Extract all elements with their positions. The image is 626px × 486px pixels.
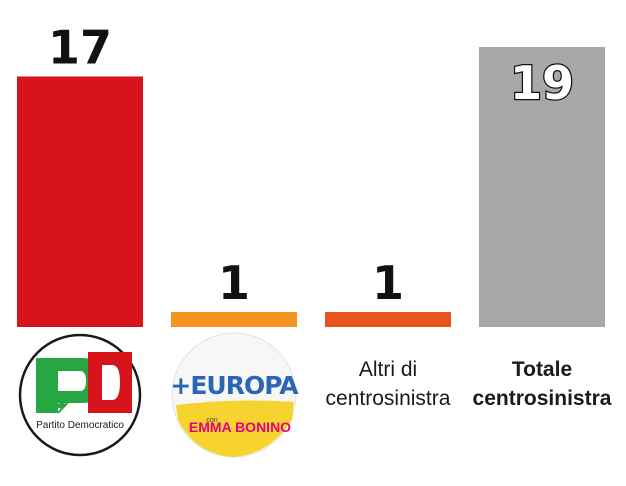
pd-logo-caption: Partito Democratico: [36, 420, 124, 431]
label-totale-line1: Totale: [512, 358, 572, 381]
bar-altri-di-centrosinistra: [325, 312, 451, 327]
europa-logo: +EUROPA con EMMA BONINO: [170, 332, 300, 458]
value-label-totale-centrosinistra: 19: [510, 56, 574, 110]
value-labels-group: 17 1 1 19: [48, 20, 575, 310]
value-label-europa: 1: [218, 256, 250, 310]
europa-wordmark: +EUROPA: [170, 371, 299, 400]
bar-europa: [171, 312, 297, 327]
europa-leader: EMMA BONINO: [189, 419, 291, 435]
value-label-altri-di-centrosinistra: 1: [372, 256, 404, 310]
europa-tagline: con: [206, 417, 217, 424]
bar-partito-democratico: [17, 76, 143, 327]
bars-group: [17, 47, 605, 327]
bar-totale-centrosinistra: [479, 47, 605, 327]
category-labels: Partito Democratico +EUROPA con EMMA BON…: [18, 332, 612, 458]
pd-logo: Partito Democratico: [18, 333, 142, 457]
label-altri-line2: centrosinistra: [326, 387, 451, 410]
label-totale-line2: centrosinistra: [473, 387, 612, 410]
label-altri-line1: Altri di: [359, 358, 417, 381]
value-label-partito-democratico: 17: [48, 20, 112, 74]
